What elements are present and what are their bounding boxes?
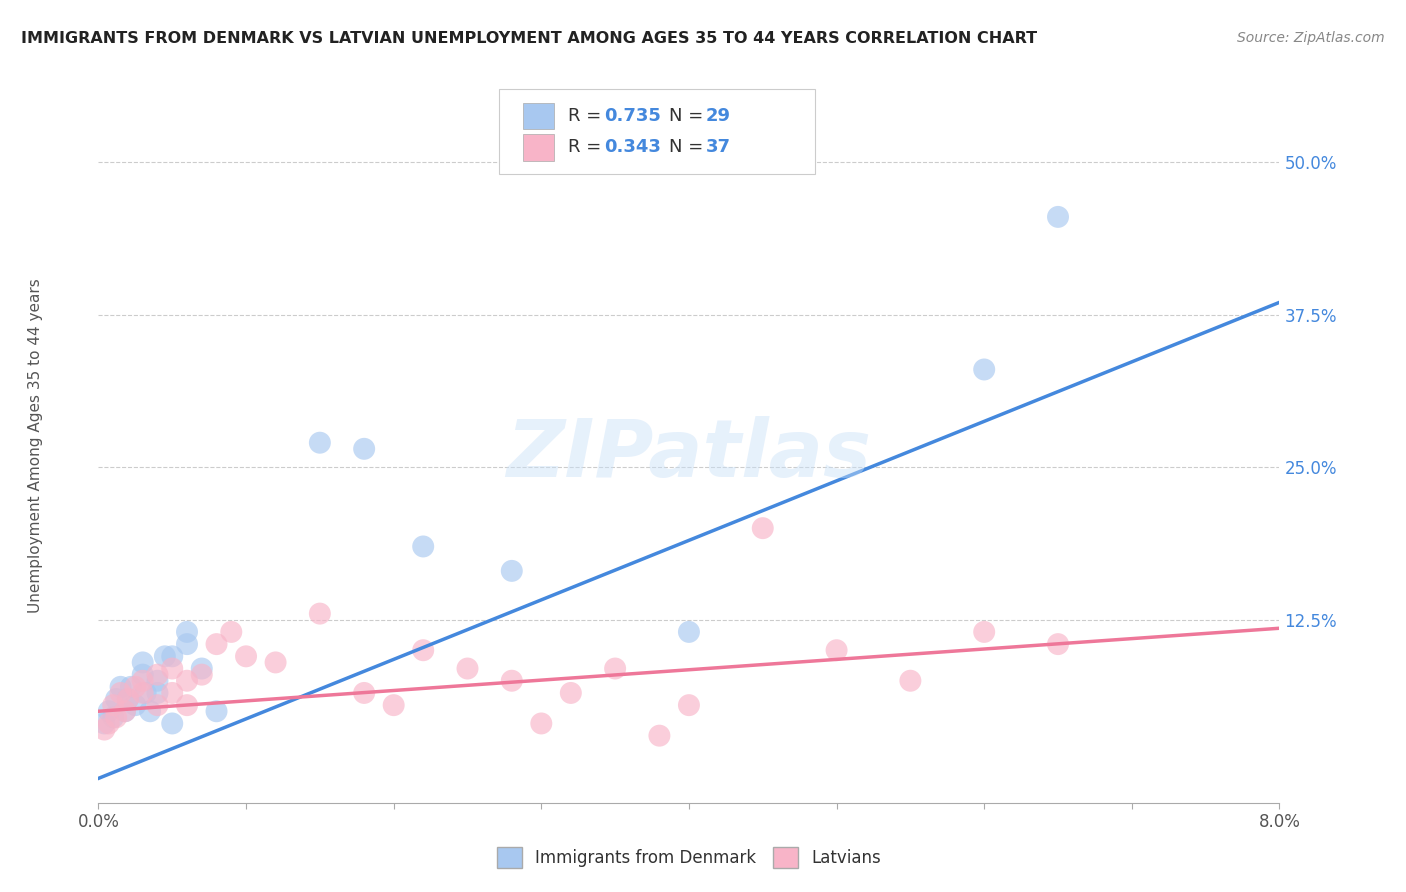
Point bbox=[132, 667, 155, 681]
Point bbox=[93, 716, 115, 731]
Point bbox=[825, 643, 848, 657]
Point bbox=[162, 686, 183, 700]
Point bbox=[139, 704, 162, 718]
Point bbox=[176, 698, 198, 713]
Point bbox=[132, 673, 155, 688]
Point bbox=[103, 710, 124, 724]
Point bbox=[146, 667, 169, 681]
Point bbox=[353, 686, 375, 700]
Point bbox=[191, 667, 214, 681]
Point bbox=[132, 656, 155, 670]
Text: 37: 37 bbox=[706, 138, 731, 156]
Point bbox=[308, 435, 332, 450]
Point bbox=[105, 692, 128, 706]
Point bbox=[176, 637, 198, 651]
Point bbox=[162, 661, 183, 675]
Point bbox=[162, 649, 183, 664]
Point bbox=[648, 729, 671, 743]
Point bbox=[501, 673, 523, 688]
Point bbox=[176, 673, 198, 688]
Point bbox=[501, 564, 523, 578]
Point bbox=[205, 637, 228, 651]
Point bbox=[117, 692, 139, 706]
Point bbox=[120, 680, 142, 694]
Point bbox=[117, 692, 139, 706]
Point bbox=[1046, 210, 1069, 224]
Point bbox=[412, 643, 434, 657]
Legend: Immigrants from Denmark, Latvians: Immigrants from Denmark, Latvians bbox=[491, 841, 887, 874]
Text: 0.735: 0.735 bbox=[605, 107, 661, 125]
Point bbox=[973, 362, 995, 376]
Point bbox=[456, 661, 478, 675]
Point bbox=[1046, 637, 1069, 651]
Text: N =: N = bbox=[669, 138, 709, 156]
Point bbox=[191, 661, 214, 675]
Text: ZIPatlas: ZIPatlas bbox=[506, 416, 872, 494]
Text: Source: ZipAtlas.com: Source: ZipAtlas.com bbox=[1237, 31, 1385, 45]
Point bbox=[97, 716, 120, 731]
Text: N =: N = bbox=[669, 107, 709, 125]
Point bbox=[110, 680, 132, 694]
Point bbox=[205, 704, 228, 718]
Point bbox=[235, 649, 257, 664]
Text: IMMIGRANTS FROM DENMARK VS LATVIAN UNEMPLOYMENT AMONG AGES 35 TO 44 YEARS CORREL: IMMIGRANTS FROM DENMARK VS LATVIAN UNEMP… bbox=[21, 31, 1038, 46]
Point bbox=[105, 710, 128, 724]
Point bbox=[412, 540, 434, 554]
Point bbox=[114, 704, 136, 718]
Text: Unemployment Among Ages 35 to 44 years: Unemployment Among Ages 35 to 44 years bbox=[28, 278, 42, 614]
Point bbox=[308, 607, 332, 621]
Point bbox=[124, 680, 146, 694]
Point bbox=[678, 624, 700, 639]
Text: 29: 29 bbox=[706, 107, 731, 125]
Point bbox=[132, 686, 155, 700]
Text: R =: R = bbox=[568, 107, 607, 125]
Point bbox=[353, 442, 375, 456]
Point bbox=[110, 686, 132, 700]
Point bbox=[973, 624, 995, 639]
Point bbox=[176, 624, 198, 639]
Point bbox=[146, 673, 169, 688]
Point bbox=[97, 704, 120, 718]
Point bbox=[93, 723, 115, 737]
Text: 0.343: 0.343 bbox=[605, 138, 661, 156]
Point bbox=[153, 649, 176, 664]
Point bbox=[114, 704, 136, 718]
Point bbox=[898, 673, 921, 688]
Point bbox=[124, 698, 146, 713]
Point bbox=[605, 661, 627, 675]
Point bbox=[264, 656, 287, 670]
Text: R =: R = bbox=[568, 138, 607, 156]
Point bbox=[146, 686, 169, 700]
Point bbox=[162, 716, 183, 731]
Point bbox=[219, 624, 242, 639]
Point bbox=[560, 686, 582, 700]
Point bbox=[382, 698, 405, 713]
Point bbox=[135, 686, 157, 700]
Point bbox=[103, 698, 124, 713]
Point bbox=[530, 716, 553, 731]
Point bbox=[751, 521, 773, 535]
Point bbox=[146, 698, 169, 713]
Point bbox=[678, 698, 700, 713]
